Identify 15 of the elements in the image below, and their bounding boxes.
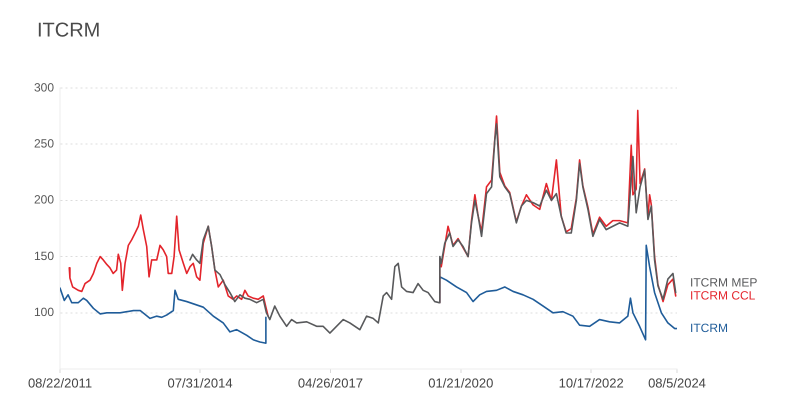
- x-tick-label: 01/21/2020: [428, 375, 494, 390]
- x-tick-label: 04/26/2017: [298, 375, 363, 390]
- chart-title: ITCRM: [37, 20, 100, 42]
- y-tick-label: 300: [34, 80, 54, 94]
- series-label: ITCRM CCL: [690, 288, 756, 302]
- x-tick-label: 08/22/2011: [28, 375, 92, 390]
- y-tick-label: 250: [34, 136, 54, 151]
- series-label: ITCRM: [690, 320, 728, 335]
- x-tick-label: 10/17/2022: [558, 375, 624, 390]
- x-tick-label: 07/31/2014: [168, 375, 233, 390]
- y-tick-label: 200: [34, 192, 54, 207]
- y-tick-label: 100: [34, 305, 54, 320]
- y-tick-label: 150: [34, 248, 54, 263]
- series-label: ITCRM MEP: [690, 275, 758, 290]
- x-tick-label: 08/5/2024: [648, 375, 706, 390]
